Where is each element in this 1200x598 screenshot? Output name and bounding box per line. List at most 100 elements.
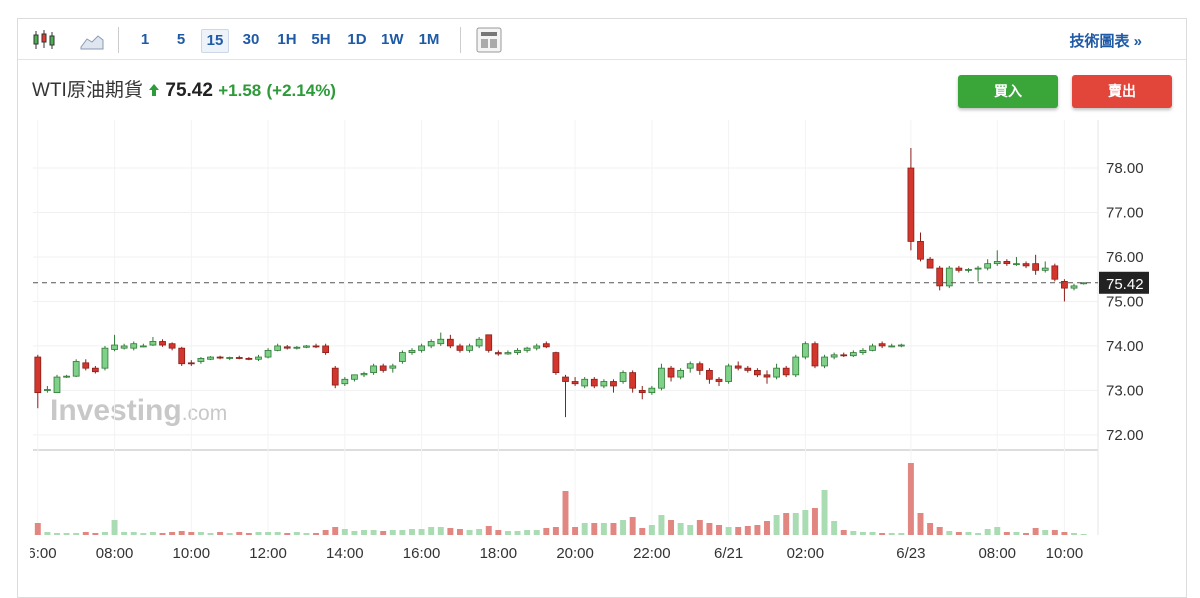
volume-bar (418, 529, 425, 535)
y-tick-label: 76.00 (1106, 249, 1144, 266)
candle-body (514, 349, 521, 354)
candle-body (773, 367, 780, 378)
interval[interactable]: 15 (201, 29, 229, 53)
candle-body (399, 352, 406, 362)
volume-bar (927, 523, 934, 535)
volume-bar (514, 531, 521, 535)
interval[interactable]: 5 (176, 31, 186, 48)
candle-body (562, 376, 569, 382)
interval[interactable]: 1 (140, 31, 150, 48)
candle-body (1003, 261, 1011, 265)
candle-body (965, 269, 972, 271)
volume-bar (466, 530, 473, 535)
volume-bar (1080, 534, 1087, 535)
interval[interactable]: 1W (381, 31, 404, 48)
volume-bar (917, 513, 924, 535)
y-tick-label: 77.00 (1106, 205, 1144, 222)
volume-bar (399, 530, 406, 535)
candle-body (351, 374, 358, 380)
x-tick-label: 16:00 (403, 545, 441, 562)
candle-body (830, 354, 838, 358)
candle-body (1013, 263, 1020, 266)
volume-bar (581, 523, 588, 535)
volume-bar (600, 523, 607, 535)
interval[interactable]: 1M (418, 31, 440, 48)
volume-bar (716, 525, 722, 535)
x-tick-label: 6/21 (714, 545, 743, 562)
area-icon[interactable] (80, 29, 104, 51)
volume-bar (322, 530, 329, 535)
candle-body (504, 352, 512, 355)
last-price-label: 75.42 (1106, 276, 1144, 293)
volume-bar (332, 527, 339, 535)
candle-body (44, 389, 51, 391)
volume-bar (629, 517, 636, 535)
candle-body (245, 357, 253, 360)
volume-bar (572, 527, 579, 535)
layout-icon[interactable] (476, 27, 502, 53)
candle-body (437, 338, 445, 345)
interval[interactable]: 5H (311, 31, 331, 48)
volume-bar (370, 530, 377, 535)
x-tick-label: 02:00 (787, 545, 825, 562)
candle-body (187, 362, 195, 365)
interval[interactable]: 1D (347, 31, 367, 48)
x-tick-label: 06:00 (19, 545, 57, 562)
candle-body (581, 378, 589, 387)
volume-bar (658, 515, 665, 535)
volume-bar (965, 532, 972, 535)
volume-bar (236, 532, 243, 535)
candle-body (485, 334, 493, 351)
candle-body (264, 349, 272, 358)
interval[interactable]: 1H (277, 31, 297, 48)
candle-body (120, 345, 128, 349)
volume-bar (197, 532, 204, 535)
interval[interactable]: 30 (242, 31, 260, 48)
candle-body (331, 367, 339, 386)
y-tick-label: 73.00 (1106, 382, 1144, 399)
volume-bar (552, 527, 559, 535)
candle-body (207, 356, 214, 360)
volume-bar (840, 530, 847, 535)
volume-bar (293, 532, 300, 535)
candle-body (303, 345, 310, 348)
volume-bar (639, 528, 646, 535)
volume-bar (63, 533, 70, 535)
separator (460, 27, 461, 53)
candle-body (706, 369, 713, 380)
candle-body (849, 352, 857, 357)
candle-body (379, 365, 387, 371)
candle-body (130, 343, 138, 349)
candle-body (53, 376, 61, 394)
y-tick-label: 75.00 (1106, 293, 1144, 310)
volume-bar (101, 532, 108, 535)
volume-bar (149, 532, 156, 535)
volume-bar (1023, 533, 1030, 535)
candle-icon[interactable] (32, 29, 56, 51)
candle-body (475, 338, 483, 347)
volume-bar (811, 508, 818, 535)
volume-bar (764, 521, 770, 535)
volume-bar (668, 520, 675, 535)
volume-bar (169, 532, 176, 535)
sell-button[interactable]: 賣出 (1072, 75, 1172, 108)
candle-body (34, 356, 42, 394)
volume-bar (456, 529, 463, 535)
technical-chart-link[interactable]: 技術圖表 » (1069, 33, 1142, 50)
candle-body (226, 357, 234, 359)
candle-body (610, 381, 617, 387)
candle-body (859, 349, 867, 354)
volume-bar (341, 529, 348, 535)
x-tick-label: 08:00 (978, 545, 1016, 562)
y-tick-label: 72.00 (1106, 427, 1144, 444)
volume-bar (898, 533, 905, 535)
volume-bar (1071, 533, 1077, 535)
candle-body (888, 345, 896, 348)
candle-body (283, 346, 291, 349)
candle-body (869, 345, 876, 351)
candle-body (1061, 281, 1068, 289)
candle-body (945, 267, 953, 287)
volume-bar (936, 527, 943, 535)
candle-body (648, 387, 656, 394)
buy-button[interactable]: 買入 (958, 75, 1058, 108)
